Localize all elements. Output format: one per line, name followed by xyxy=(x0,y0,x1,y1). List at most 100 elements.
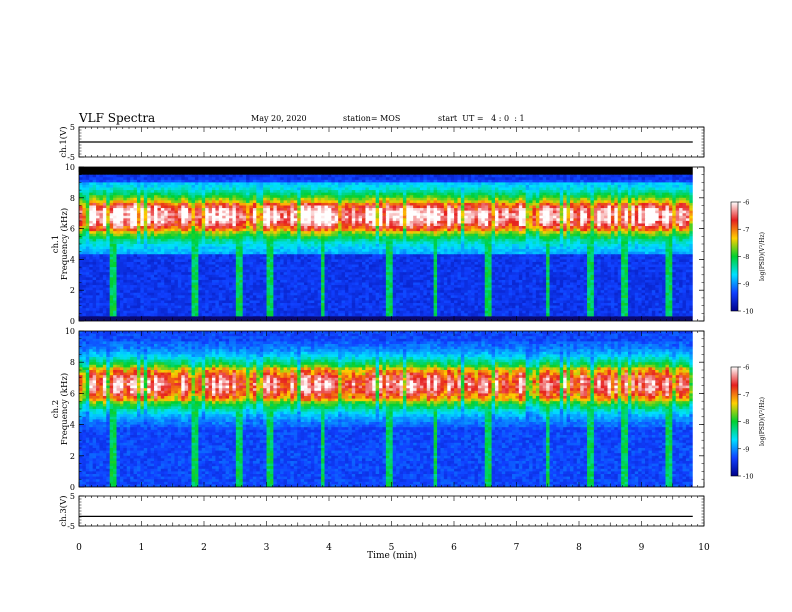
ch1-cell xyxy=(344,208,349,212)
ch1-cell xyxy=(184,192,189,196)
ch1-cell xyxy=(556,226,561,230)
ch1-cell xyxy=(154,210,159,214)
ch1-cell xyxy=(327,210,332,214)
ch1-cell xyxy=(235,210,240,214)
ch1-cell xyxy=(82,210,87,214)
ch1-cell xyxy=(662,231,667,235)
ch1-cell xyxy=(563,220,568,225)
ch1-cell xyxy=(597,172,602,176)
ch1-cell xyxy=(140,210,145,214)
ch1-cell xyxy=(99,174,104,178)
ch1-cell xyxy=(283,228,288,232)
ch1-cell xyxy=(362,190,367,194)
ch1-cell xyxy=(256,169,261,173)
ch1-cell xyxy=(549,226,554,230)
ch1-cell xyxy=(447,236,452,240)
ch1-cell xyxy=(188,202,193,207)
ch1-cell xyxy=(477,228,482,232)
ch1-cell xyxy=(454,202,459,207)
ch1-cell xyxy=(174,179,179,183)
ch1-cell xyxy=(460,179,465,183)
ch1-cell xyxy=(154,184,159,189)
ch1-cell xyxy=(471,179,476,183)
ch1-cell xyxy=(341,208,346,212)
ch1-cell xyxy=(181,231,186,235)
ch1-cell xyxy=(177,228,182,232)
ch1-cell xyxy=(546,223,551,227)
ch1-cell xyxy=(324,236,329,240)
ch1-cell xyxy=(314,184,319,189)
ch1-cell xyxy=(372,200,377,204)
ch1-cell xyxy=(164,233,169,237)
ch1-cell xyxy=(218,200,223,204)
ch1-cell xyxy=(689,205,694,209)
ch1-cell xyxy=(150,169,155,173)
ch1-cell xyxy=(508,179,513,183)
ch1-cell xyxy=(300,174,305,178)
ch1-cell xyxy=(522,231,527,235)
ch1-cell xyxy=(494,187,499,191)
ch1-cell xyxy=(201,215,206,219)
ch1-cell xyxy=(525,208,530,212)
ch1-cell xyxy=(454,213,459,217)
ch1-cell xyxy=(348,200,353,204)
ch1-cell xyxy=(286,223,292,227)
ch1-cell xyxy=(467,233,472,237)
ch1-cell xyxy=(501,177,506,181)
ch1-cell xyxy=(229,190,234,194)
ch1-cell xyxy=(409,187,414,191)
ch1-cell xyxy=(310,197,315,201)
ch1-cell xyxy=(208,202,213,207)
ch1-cell xyxy=(304,184,309,189)
ch1-cell xyxy=(218,202,223,207)
ch1-cell xyxy=(679,179,684,183)
ch1-cell xyxy=(293,213,298,217)
ch1-cell xyxy=(174,202,179,207)
ch1-cell xyxy=(512,192,517,196)
ch1-cell xyxy=(119,202,124,207)
ch1-cell xyxy=(474,182,479,186)
ch1-cell xyxy=(283,233,288,237)
ch1-cell xyxy=(443,179,448,183)
ch1-cell xyxy=(464,177,469,181)
ch1-cell xyxy=(276,205,281,209)
ch1-cell xyxy=(232,169,237,173)
ch1-cell xyxy=(392,233,397,237)
ch1-cell xyxy=(130,231,135,235)
ch1-cell xyxy=(372,208,377,212)
ch1-cell xyxy=(604,169,609,173)
ch1-cell xyxy=(225,202,230,207)
ch1-cell xyxy=(437,184,442,189)
ch1-cell xyxy=(79,197,84,201)
ch1-cell xyxy=(194,205,199,209)
ch1-cell xyxy=(133,167,138,171)
ch1-cell xyxy=(515,231,520,235)
ch1-cell xyxy=(522,223,527,227)
ch1-cell xyxy=(638,210,643,214)
ch1-cell xyxy=(286,228,292,232)
ch1-cell xyxy=(256,190,261,194)
ch1-cell xyxy=(641,228,646,232)
ch1-cell xyxy=(433,208,438,212)
ch1-cell xyxy=(621,215,626,219)
ch1-cell xyxy=(293,192,298,196)
ch1-cell xyxy=(682,192,687,196)
ch1-cell xyxy=(515,236,520,240)
ch1-cell xyxy=(167,231,172,235)
ch1-cell xyxy=(617,213,622,217)
ch1-cell xyxy=(392,197,397,201)
ch1-cell xyxy=(85,190,90,194)
ch1-cell xyxy=(123,223,128,227)
ch1-cell xyxy=(338,167,343,171)
ch1-cell xyxy=(525,179,530,183)
ch1-cell xyxy=(566,228,571,232)
ch1-cell xyxy=(79,226,84,230)
ch1-cell xyxy=(542,195,547,199)
ch1-cell xyxy=(324,174,329,178)
ch1-cell xyxy=(331,210,336,214)
ch1-cell xyxy=(167,233,172,237)
ch1-cell xyxy=(201,218,206,222)
ch1-cell xyxy=(106,220,111,225)
ch1-cell xyxy=(273,187,278,191)
ch1-cell xyxy=(167,187,172,191)
